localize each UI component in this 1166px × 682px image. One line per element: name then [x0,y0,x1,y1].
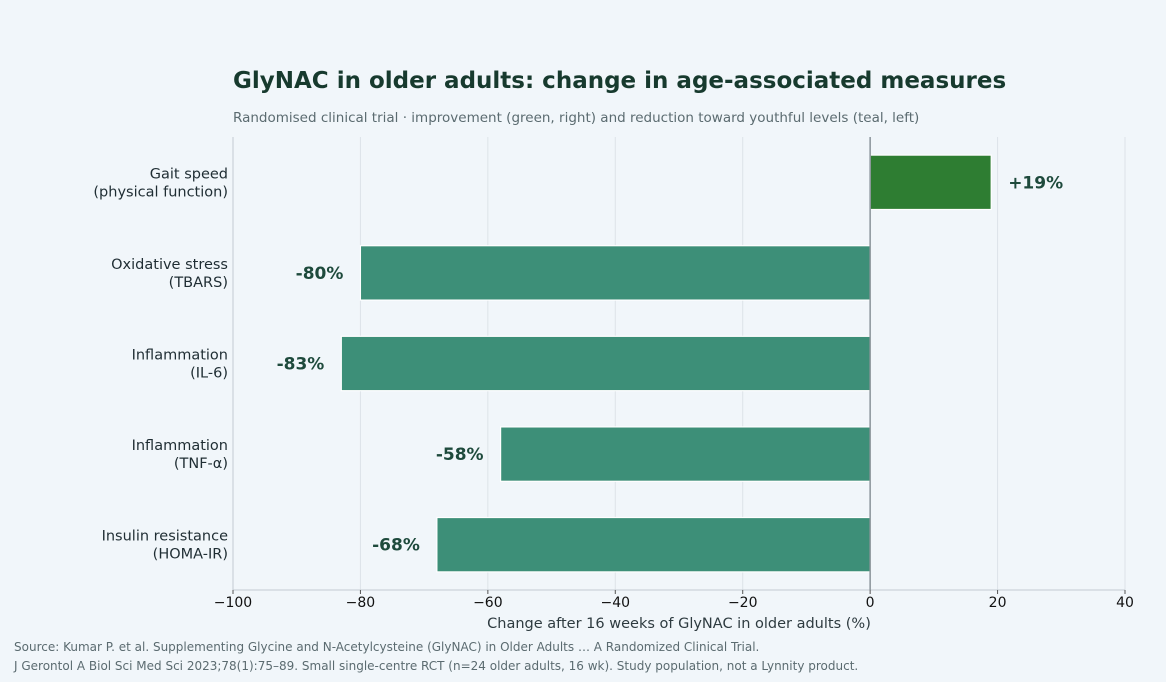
source-note-line-2: J Gerontol A Biol Sci Med Sci 2023;78(1)… [14,659,859,673]
x-tick-label: −80 [346,595,376,611]
data-label: -80% [296,264,344,284]
data-label: -83% [277,355,325,375]
bar [436,516,871,573]
category-label: Oxidative stress [111,257,228,273]
data-label: +19% [1008,173,1063,193]
x-tick-label: −40 [601,595,631,611]
source-note-line-1: Source: Kumar P. et al. Supplementing Gl… [14,640,760,654]
data-label: -68% [372,536,420,556]
category-label: Inflammation [132,348,228,364]
category-label: (HOMA-IR) [153,547,228,563]
chart-title: GlyNAC in older adults: change in age-as… [233,68,1007,94]
x-axis-title: Change after 16 weeks of GlyNAC in older… [487,616,871,632]
x-tick-label: −100 [214,595,252,611]
chart-subtitle: Randomised clinical trial · improvement … [233,110,920,126]
bar [359,245,871,301]
bar [340,335,871,392]
bar [500,426,871,482]
category-label: (TBARS) [169,275,228,291]
category-label: (IL-6) [190,366,228,382]
bar [869,154,992,211]
category-label: Inflammation [132,438,228,454]
category-label: Insulin resistance [102,529,229,545]
category-label: Gait speed [150,166,228,182]
category-label: (physical function) [93,184,228,200]
x-tick-label: −20 [728,595,758,611]
x-tick-label: 0 [866,595,875,611]
x-tick-label: 20 [989,595,1007,611]
category-label: (TNF-α) [174,456,228,472]
data-label: -58% [436,445,484,465]
x-tick-label: −60 [473,595,503,611]
x-tick-label: 40 [1116,595,1134,611]
